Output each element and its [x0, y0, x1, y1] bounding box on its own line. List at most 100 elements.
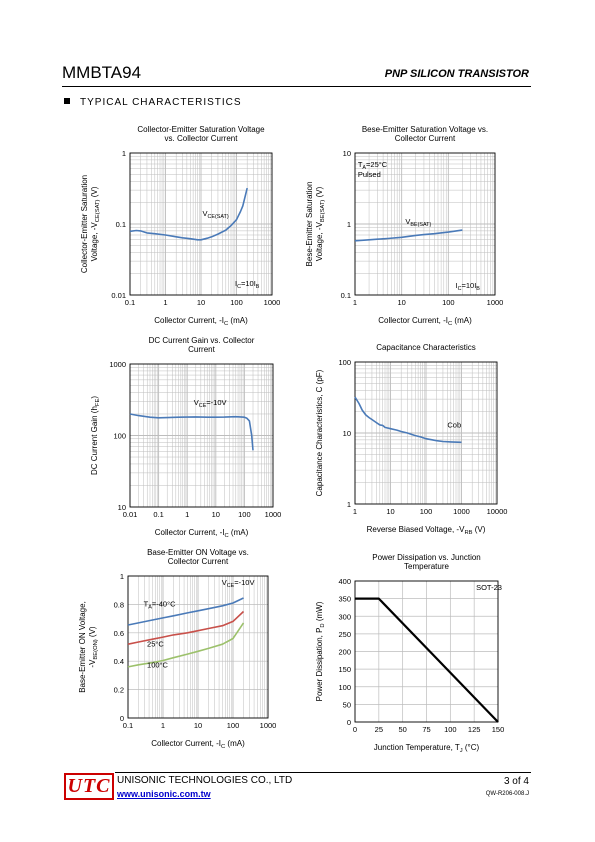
y-tick-label: 10 — [343, 149, 351, 158]
x-tick-label: 0.1 — [153, 510, 163, 519]
y-axis-label: Bese-Emitter Saturation — [305, 182, 314, 267]
y-tick-label: 0.2 — [114, 686, 124, 695]
y-tick-label: 1 — [347, 500, 351, 509]
x-axis-label: Collector Current, -IC (mA) — [378, 316, 472, 327]
y-tick-label: 0.8 — [114, 600, 124, 609]
chart-annotation: IC=10IB — [235, 279, 260, 290]
chart-title: Power Dissipation vs. Junction — [372, 553, 481, 562]
x-tick-label: 10 — [386, 507, 394, 516]
x-tick-label: 1000 — [264, 298, 281, 307]
y-tick-label: 250 — [338, 630, 351, 639]
x-tick-label: 1 — [161, 721, 165, 730]
section-title: TYPICAL CHARACTERISTICS — [80, 97, 242, 108]
series-line — [127, 597, 244, 626]
x-tick-label: 10 — [212, 510, 220, 519]
x-axis-label: Collector Current, -IC (mA) — [151, 739, 245, 750]
series-line — [355, 597, 499, 723]
y-tick-label: 100 — [338, 683, 351, 692]
chart-annotation: VCE=-10V — [222, 578, 255, 589]
chart-vbe-on: 0.1 1 10 100 1000 0 0.2 0.4 0.6 0.8 1 Base-Emitter … — [78, 548, 277, 750]
x-tick-label: 1 — [163, 298, 167, 307]
x-tick-label: 0.1 — [123, 721, 133, 730]
chart-title: Base-Emitter ON Voltage vs. — [147, 548, 249, 557]
y-tick-label: 350 — [338, 595, 351, 604]
series-line — [127, 622, 245, 668]
chart-annotation: 100°C — [147, 661, 169, 670]
y-tick-label: 150 — [338, 665, 351, 674]
x-tick-label: 1000 — [453, 507, 470, 516]
x-tick-label: 150 — [492, 725, 505, 734]
y-axis-label: Power Dissipation, PD (mW) — [315, 601, 326, 701]
plot-frame — [129, 152, 273, 296]
y-tick-label: 0.4 — [114, 657, 124, 666]
chart-annotation: VCE=-10V — [194, 398, 227, 409]
y-tick-label: 100 — [113, 432, 126, 441]
plot-grid — [129, 153, 272, 296]
y-tick-label: 0.1 — [341, 291, 351, 300]
x-tick-label: 100 — [238, 510, 251, 519]
y-axis-label: Collector-Emitter Saturation — [80, 175, 89, 273]
x-tick-label: 1 — [353, 507, 357, 516]
page-number: 3 of 4 — [503, 776, 529, 787]
y-tick-label: 300 — [338, 612, 351, 621]
y-axis-label: Capacitance Characteristics, C (pF) — [315, 369, 324, 496]
company-name: UNISONIC TECHNOLOGIES CO., LTD — [117, 775, 293, 786]
plot-grid — [129, 364, 273, 508]
chart-annotation: 25°C — [147, 639, 164, 648]
x-axis-label: Collector Current, -IC (mA) — [154, 316, 248, 327]
y-tick-label: 0.01 — [111, 291, 126, 300]
x-tick-label: 1000 — [260, 721, 277, 730]
series-line — [127, 610, 245, 645]
y-tick-label: 1 — [122, 149, 126, 158]
chart-title: Temperature — [404, 562, 449, 571]
chart-title: Capacitance Characteristics — [376, 343, 476, 352]
x-tick-label: 75 — [422, 725, 430, 734]
document-id: QW-R206-008.J — [485, 791, 529, 797]
series-line — [354, 396, 462, 444]
header-divider — [62, 86, 531, 87]
x-tick-label: 100 — [230, 298, 243, 307]
y-tick-label: 400 — [338, 577, 351, 586]
y-axis-label: -VBE(ON) (V) — [88, 626, 99, 668]
x-axis-label: Reverse Biased Voltage, -VRB (V) — [367, 525, 486, 536]
x-tick-label: 1000 — [487, 298, 504, 307]
chart-annotation: VBE(SAT) — [405, 217, 431, 228]
y-tick-label: 1 — [347, 220, 351, 229]
chart-title: vs. Collector Current — [165, 134, 239, 143]
series-line — [354, 229, 463, 242]
y-axis-label: Voltage, -VCE(SAT) (V) — [90, 186, 101, 261]
x-tick-label: 50 — [398, 725, 406, 734]
y-tick-label: 200 — [338, 648, 351, 657]
chart-annotation: TA=-40°C — [144, 600, 176, 611]
y-axis-label: DC Current Gain (hFE) — [90, 396, 101, 475]
part-type: PNP SILICON TRANSISTOR — [384, 68, 529, 80]
chart-title: Collector Current — [395, 134, 456, 143]
chart-annotation: SOT-23 — [476, 583, 502, 592]
website-link[interactable]: www.unisonic.com.tw — [117, 789, 211, 799]
y-tick-label: 10 — [343, 429, 351, 438]
chart-annotation: Cob — [447, 420, 461, 429]
y-tick-label: 0 — [120, 714, 124, 723]
x-tick-label: 125 — [468, 725, 481, 734]
plot-frame — [354, 361, 498, 505]
x-tick-label: 100 — [444, 725, 457, 734]
y-axis-label: Base-Emitter ON Voltage, — [78, 601, 87, 693]
y-tick-label: 0.1 — [116, 220, 126, 229]
chart-annotation: VCE(SAT) — [202, 209, 228, 220]
x-tick-label: 10 — [197, 298, 205, 307]
section-heading: TYPICAL CHARACTERISTICS — [64, 97, 242, 108]
chart-capacitance: 1 10 100 1000 10000 1 10 100 Capacitance Charact… — [315, 343, 508, 536]
chart-title: Current — [188, 345, 215, 354]
chart-power-dissipation: 0 25 50 75 100 125 150 0 50 100 150 200 250 300 350 400… — [315, 553, 505, 754]
x-tick-label: 10000 — [487, 507, 508, 516]
x-tick-label: 10 — [194, 721, 202, 730]
plot-frame — [129, 363, 274, 508]
chart-dc-gain: 0.01 0.1 1 10 100 1000 10 100 1000 DC Current Gai… — [90, 336, 281, 539]
x-tick-label: 10 — [397, 298, 405, 307]
chart-title: Collector Current — [168, 557, 229, 566]
plot-frame — [354, 152, 496, 296]
series-line — [129, 413, 254, 451]
y-tick-label: 0.6 — [114, 629, 124, 638]
footer-divider — [115, 772, 531, 773]
